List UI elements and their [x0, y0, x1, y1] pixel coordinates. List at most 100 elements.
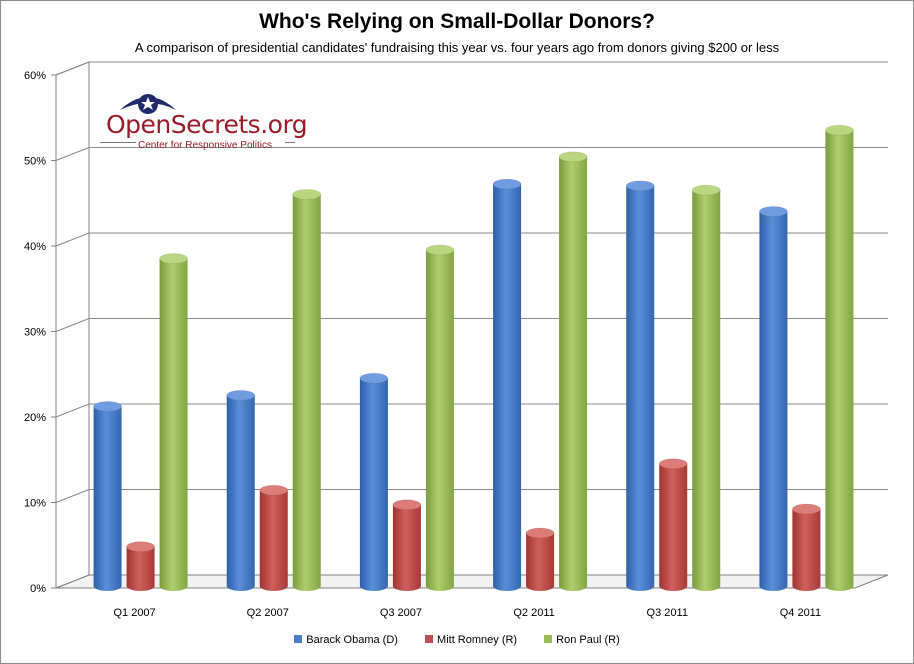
gridline-diagonal: [55, 489, 90, 503]
bar-base: [292, 581, 321, 591]
gridline-diagonal: [55, 318, 90, 332]
bar-base: [792, 581, 821, 591]
gridline-diagonal: [55, 403, 90, 418]
gridline-diagonal: [55, 147, 90, 161]
bar-top: [791, 503, 821, 515]
legend-swatch: [294, 635, 303, 643]
bar-romney: [126, 541, 156, 591]
bar-obama: [758, 206, 788, 591]
bar-top: [558, 151, 588, 163]
legend: Barack Obama (D) Mitt Romney (R) Ron Pau…: [0, 634, 914, 646]
bar-obama: [359, 372, 389, 591]
x-tick-label: Q3 2011: [647, 607, 688, 619]
bar-base: [626, 581, 655, 591]
bar-top: [691, 184, 721, 196]
eye-star-icon: [120, 94, 176, 114]
legend-item-obama: Barack Obama (D): [294, 634, 398, 646]
y-tick-label: 30%: [24, 327, 46, 339]
legend-swatch: [544, 635, 553, 643]
bar-base: [692, 581, 721, 591]
bar-body: [292, 194, 321, 586]
logo-name: OpenSecrets.org: [106, 110, 308, 139]
bar-base: [226, 581, 255, 591]
bar-body: [659, 463, 688, 586]
bar-body: [559, 156, 588, 587]
bars: [93, 124, 854, 591]
bar-romney: [658, 458, 688, 591]
bar-top: [658, 458, 688, 470]
bar-top: [758, 206, 788, 218]
y-tick-label: 20%: [24, 412, 46, 424]
x-tick-label: Q2 2007: [247, 607, 289, 619]
bar-paul: [824, 124, 854, 591]
bar-body: [159, 258, 188, 586]
bar-top: [525, 527, 555, 539]
legend-swatch: [425, 635, 434, 643]
chart-title: Who's Relying on Small-Dollar Donors?: [259, 10, 655, 33]
bar-body: [759, 211, 788, 586]
bar-body: [259, 490, 288, 586]
x-axis-labels: Q1 2007 Q2 2007 Q3 2007 Q2 2011 Q3 2011 Q4 20…: [113, 607, 821, 619]
bar-top: [824, 124, 854, 136]
bar-base: [425, 581, 454, 591]
bar-base: [93, 581, 122, 591]
opensecrets-logo: OpenSecrets.org Center for Responsive Po…: [100, 88, 308, 158]
bar-body: [226, 395, 255, 586]
bar-base: [759, 581, 788, 591]
y-tick-label: 10%: [24, 498, 46, 510]
bar-top: [126, 541, 156, 553]
bar-body: [93, 406, 122, 586]
logo-divider: [100, 142, 136, 143]
bar-top: [226, 389, 256, 401]
bar-top: [625, 180, 655, 192]
bar-body: [626, 185, 655, 587]
bar-base: [659, 581, 688, 591]
bar-obama: [93, 400, 123, 591]
y-axis-labels: 0% 10% 20% 30% 40% 50% 60%: [24, 70, 46, 595]
bar-body: [825, 130, 854, 586]
legend-label: Barack Obama (D): [306, 634, 398, 646]
bar-romney: [259, 484, 289, 591]
y-tick-label: 0%: [30, 583, 46, 595]
bar-base: [526, 581, 555, 591]
bar-base: [259, 581, 288, 591]
legend-item-paul: Ron Paul (R): [544, 634, 620, 646]
bar-top: [259, 484, 289, 496]
bar-top: [159, 253, 189, 265]
logo-tagline: Center for Responsive Politics: [138, 140, 272, 151]
bar-top: [492, 178, 522, 190]
bar-body: [126, 546, 155, 586]
bar-romney: [791, 503, 821, 591]
bar-obama: [625, 180, 655, 591]
legend-item-romney: Mitt Romney (R): [425, 634, 517, 646]
bar-base: [159, 581, 188, 591]
x-tick-label: Q3 2007: [380, 607, 422, 619]
x-tick-label: Q2 2011: [513, 607, 554, 619]
gridline-diagonal: [55, 232, 90, 247]
x-tick-label: Q4 2011: [780, 607, 821, 619]
legend-label: Mitt Romney (R): [437, 634, 518, 646]
bar-romney: [392, 499, 422, 591]
bar-top: [392, 499, 422, 511]
bar-body: [792, 509, 821, 586]
y-tick-label: 50%: [24, 156, 46, 168]
gridline-diagonal: [55, 61, 90, 76]
bar-obama: [492, 178, 522, 591]
bar-body: [359, 378, 388, 586]
bar-base: [126, 581, 155, 591]
bar-paul: [292, 188, 322, 591]
logo-divider: [285, 142, 295, 143]
bar-top: [93, 400, 123, 412]
bar-top: [425, 244, 455, 256]
y-tick-label: 60%: [24, 70, 46, 82]
bar-base: [825, 581, 854, 591]
bar-body: [692, 190, 721, 586]
bar-paul: [558, 151, 588, 591]
bar-obama: [226, 389, 256, 591]
bar-base: [559, 581, 588, 591]
bar-paul: [691, 184, 721, 591]
bar-paul: [159, 253, 189, 591]
bar-body: [493, 184, 522, 586]
bar-body: [526, 532, 555, 586]
